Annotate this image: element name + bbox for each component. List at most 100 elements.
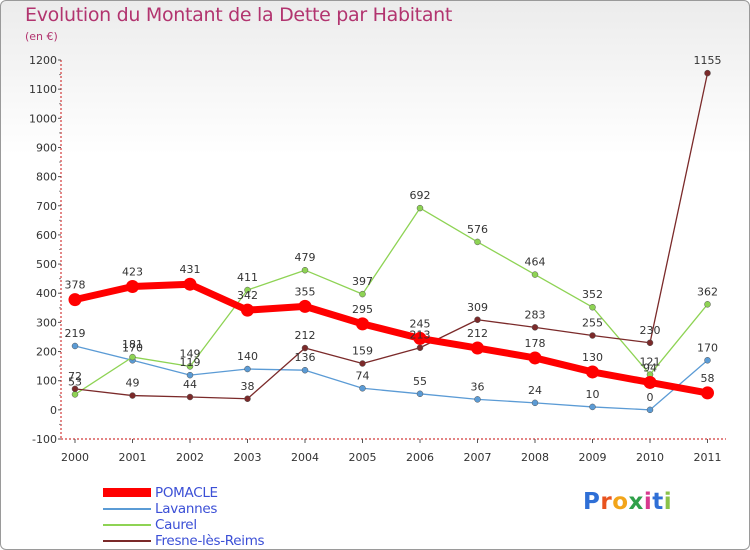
logo-letter: i	[663, 489, 673, 515]
data-point	[474, 238, 481, 246]
data-point	[71, 385, 79, 393]
data-point	[356, 317, 369, 331]
x-tick-label: 2001	[119, 451, 147, 464]
data-label: 219	[65, 327, 86, 340]
data-label: 378	[65, 279, 86, 292]
data-label: 170	[697, 341, 718, 354]
data-label: 309	[467, 301, 488, 314]
data-point	[589, 303, 596, 311]
data-label: 38	[241, 380, 255, 393]
series-layer	[68, 69, 714, 414]
y-tick-label: 1000	[29, 112, 57, 125]
data-point	[528, 351, 542, 365]
x-tick-label: 2011	[694, 451, 722, 464]
data-point	[183, 277, 197, 291]
legend-swatch-pomacle	[103, 488, 151, 497]
legend-swatch-lavannes	[103, 508, 151, 510]
data-label: 136	[295, 351, 316, 364]
data-point	[126, 280, 139, 294]
data-label: 230	[640, 324, 661, 337]
chart-unit: (en €)	[25, 30, 58, 43]
data-label: 212	[295, 329, 316, 342]
data-point	[589, 332, 596, 339]
data-label: 49	[126, 377, 140, 390]
x-tick-label: 2003	[234, 451, 262, 464]
logo-letter: o	[612, 489, 629, 515]
data-label: 342	[237, 289, 258, 302]
data-label: 140	[237, 350, 258, 363]
legend-item-fresne: Fresne-lès-Reims	[103, 533, 343, 549]
data-label: 213	[410, 329, 431, 342]
data-point	[129, 392, 136, 399]
x-tick-label: 2006	[406, 451, 434, 464]
data-point	[298, 299, 312, 313]
x-tick-label: 2009	[579, 451, 607, 464]
y-tick-label: 1200	[29, 54, 57, 67]
data-point	[301, 366, 309, 374]
data-label: 479	[295, 251, 316, 264]
data-label: 72	[68, 370, 82, 383]
data-label: 10	[586, 388, 600, 401]
y-tick-label: 200	[36, 346, 57, 359]
data-point	[413, 331, 427, 345]
data-label: 0	[647, 391, 654, 404]
data-point	[244, 365, 251, 373]
data-point	[589, 403, 596, 411]
data-point	[704, 69, 711, 77]
data-point	[244, 395, 251, 403]
y-tick-label: 400	[36, 287, 57, 300]
data-point	[68, 293, 82, 307]
x-tick-label: 2008	[521, 451, 549, 464]
data-label: 159	[352, 344, 373, 357]
data-labels: 378 423 431 342 355 295 245 212 178 130 94 58 219 170…	[65, 54, 722, 404]
data-label: 149	[180, 347, 201, 360]
y-tick-label: 0	[50, 404, 57, 417]
data-label: 255	[582, 317, 603, 330]
legend-item-pomacle: POMACLE	[103, 485, 343, 501]
data-point	[474, 396, 481, 403]
chart-axes: -100010020030040050060070080090010001100…	[29, 54, 726, 464]
data-point	[643, 375, 657, 389]
series-line-3	[74, 72, 709, 400]
data-label: 245	[410, 317, 431, 330]
data-label: 212	[467, 327, 488, 340]
data-point	[416, 390, 424, 398]
y-tick-label: 800	[36, 171, 57, 184]
x-tick-label: 2010	[636, 451, 664, 464]
data-label: 178	[525, 337, 546, 350]
data-point	[704, 357, 711, 364]
data-point	[531, 271, 539, 278]
data-point	[186, 393, 194, 401]
data-point	[646, 339, 654, 347]
data-point	[646, 406, 654, 414]
data-point	[471, 341, 484, 355]
data-label: 44	[183, 378, 197, 391]
x-tick-label: 2000	[61, 451, 89, 464]
data-label: 1155	[694, 54, 722, 67]
data-label: 692	[410, 189, 431, 202]
data-point	[704, 301, 711, 308]
y-tick-label: 1100	[29, 83, 57, 96]
y-tick-label: 600	[36, 229, 57, 242]
y-tick-label: 900	[36, 141, 57, 154]
data-label: 295	[352, 303, 373, 316]
y-tick-label: 300	[36, 316, 57, 329]
y-tick-label: -100	[32, 433, 57, 446]
data-point	[241, 303, 254, 317]
data-point	[531, 399, 539, 407]
data-label: 352	[582, 288, 603, 301]
legend: POMACLE Lavannes Caurel Fresne-lès-Reims	[103, 485, 343, 549]
chart-title: Evolution du Montant de la Dette par Hab…	[25, 4, 453, 26]
data-point	[244, 286, 251, 294]
data-label: 58	[701, 372, 715, 385]
data-point	[186, 371, 194, 379]
y-tick-label: 700	[36, 200, 57, 213]
legend-label-pomacle: POMACLE	[155, 485, 218, 501]
data-label: 431	[180, 263, 201, 276]
data-point	[301, 344, 309, 352]
data-point	[701, 386, 714, 400]
data-label: 283	[525, 308, 546, 321]
data-label: 121	[640, 356, 661, 369]
data-point	[416, 204, 424, 212]
